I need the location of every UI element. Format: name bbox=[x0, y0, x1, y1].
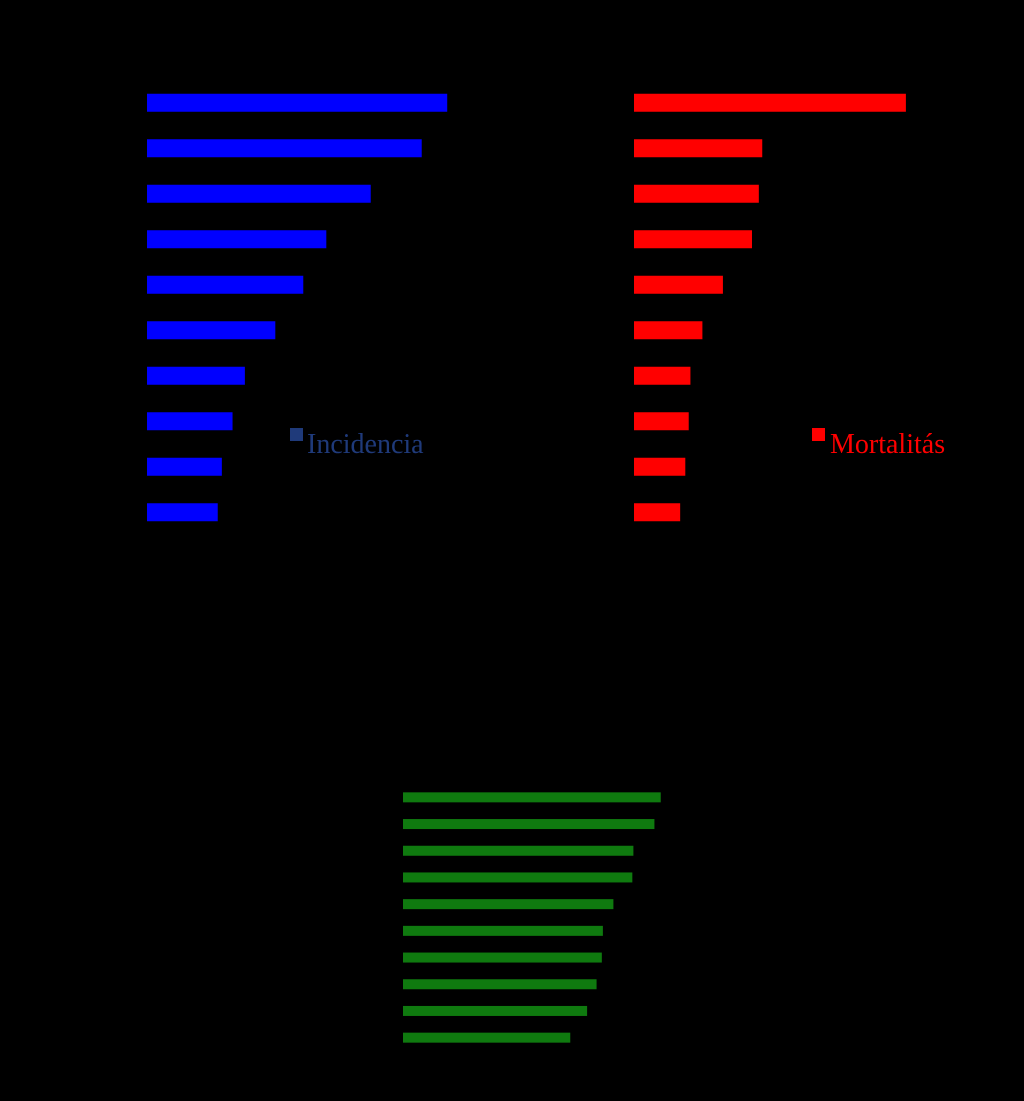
green-bar-chart bbox=[398, 783, 667, 1056]
mortality-bar-chart: Mortalitás bbox=[628, 79, 977, 541]
bar bbox=[634, 230, 752, 249]
bar bbox=[147, 139, 422, 158]
legend-label: Incidencia bbox=[307, 429, 424, 460]
bar bbox=[634, 184, 759, 203]
bar bbox=[147, 412, 233, 431]
bar bbox=[634, 366, 691, 385]
bar bbox=[403, 872, 633, 883]
bar bbox=[147, 184, 371, 203]
bar bbox=[634, 457, 686, 476]
bar bbox=[147, 503, 218, 522]
legend-swatch bbox=[290, 428, 303, 441]
bar bbox=[634, 321, 703, 340]
bar bbox=[147, 366, 245, 385]
bar bbox=[634, 139, 763, 158]
bar bbox=[634, 412, 689, 431]
bar bbox=[147, 321, 276, 340]
bar bbox=[403, 899, 614, 910]
bar bbox=[634, 503, 681, 522]
incidence-bar-chart: Incidencia bbox=[141, 79, 477, 541]
bar bbox=[403, 979, 597, 990]
bar bbox=[403, 792, 661, 803]
bar bbox=[147, 230, 327, 249]
bar bbox=[147, 457, 222, 476]
legend-label: Mortalitás bbox=[830, 429, 945, 460]
bar bbox=[147, 275, 304, 294]
bar bbox=[403, 1005, 588, 1016]
legend-swatch bbox=[812, 428, 825, 441]
bar bbox=[403, 925, 603, 936]
bar bbox=[147, 93, 448, 112]
bar bbox=[634, 275, 723, 294]
bar bbox=[403, 845, 634, 856]
bar bbox=[634, 93, 906, 112]
bar bbox=[403, 819, 655, 830]
bar bbox=[403, 1032, 571, 1043]
bar bbox=[403, 952, 602, 963]
